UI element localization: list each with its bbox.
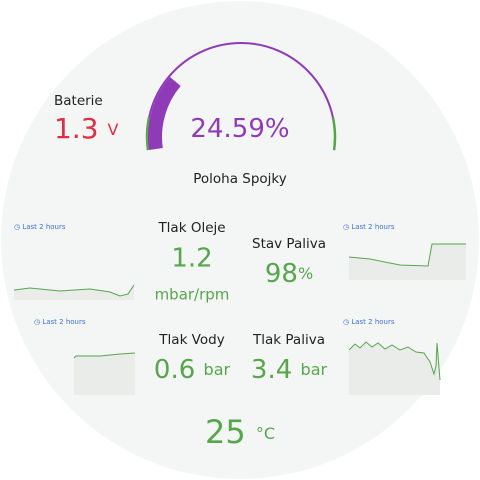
label: Tlak Vody: [158, 332, 224, 348]
time-range-text: Last 2 hours: [42, 318, 86, 326]
value-number: 1.3: [54, 112, 99, 145]
gauge-value: 24.59%: [190, 114, 289, 144]
time-range-text: Last 2 hours: [351, 318, 395, 326]
label: Poloha Spojky: [193, 171, 287, 187]
value: 1.3 V: [54, 112, 118, 145]
sparkline: [348, 243, 466, 280]
value-unit: %: [298, 264, 313, 283]
gauge: [145, 41, 337, 151]
gauge-value-arc: [148, 76, 181, 150]
time-range: ◷ Last 2 hours: [14, 223, 66, 231]
value-unit: V: [107, 120, 118, 139]
value-unit: bar: [301, 360, 328, 379]
value-unit: bar: [204, 360, 231, 379]
value-number: 0.6: [154, 355, 195, 385]
sparkline: [348, 341, 441, 395]
value-number: 24.59: [190, 114, 264, 144]
time-range-text: Last 2 hours: [351, 223, 395, 231]
value: 1.2: [171, 244, 212, 274]
time-range-text: Last 2 hours: [22, 223, 66, 231]
time-range: ◷ Last 2 hours: [343, 318, 395, 326]
label: Stav Paliva: [252, 236, 326, 252]
value: 25 °C: [205, 413, 275, 451]
gauge-threshold: [331, 117, 337, 151]
sparkline: [73, 352, 136, 395]
value-number: 98: [265, 259, 298, 289]
value: 98%: [265, 259, 313, 289]
time-range: ◷ Last 2 hours: [34, 318, 86, 326]
gauge-threshold: [145, 117, 151, 151]
label: Tlak Oleje: [157, 220, 225, 236]
value-unit: °C: [256, 424, 275, 443]
value-number: 25: [205, 413, 246, 451]
label: Tlak Paliva: [252, 332, 325, 348]
value: 3.4 bar: [251, 355, 328, 385]
time-range: ◷ Last 2 hours: [343, 223, 395, 231]
value-number: 3.4: [251, 355, 292, 385]
label: Baterie: [54, 93, 103, 109]
value-unit: %: [265, 114, 290, 144]
value: 0.6 bar: [154, 355, 231, 385]
unit: mbar/rpm: [155, 286, 230, 304]
gauge-track: [146, 41, 336, 151]
sparkline: [13, 284, 135, 300]
